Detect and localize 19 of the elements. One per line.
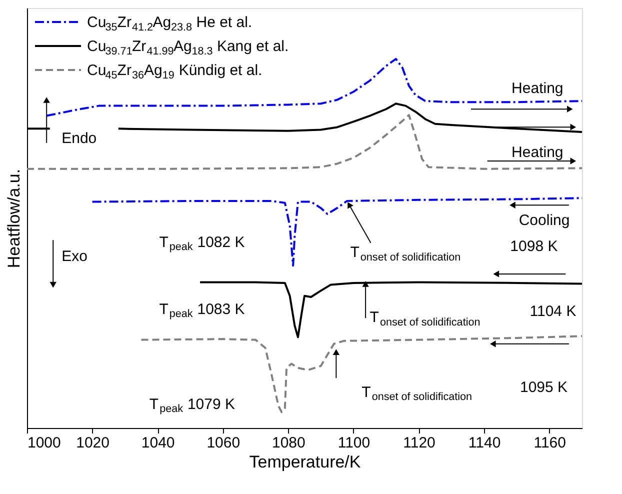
x-tick-label: 1100 [338, 434, 370, 452]
y-axis-title: Heatflow/a.u. [4, 168, 24, 268]
annotation: Endo [62, 130, 97, 148]
x-tick-label: 1020 [76, 434, 110, 452]
annotation: Heating [512, 144, 564, 161]
x-tick-label: 1120 [403, 434, 436, 452]
annotation: Cooling [518, 212, 570, 229]
x-tick-label: 1040 [141, 434, 175, 452]
x-axis-title: Temperature/K [249, 452, 362, 472]
annotation: Heating [512, 80, 564, 97]
annotation: 1095 K [520, 378, 568, 396]
annotation: 1104 K [530, 303, 576, 320]
x-tick-label: 1080 [272, 434, 306, 452]
x-tick-label: 1160 [534, 434, 566, 452]
x-tick-label: 1000 [28, 434, 61, 452]
annotation: 1098 K [510, 238, 558, 256]
x-tick-label: 1060 [206, 434, 240, 452]
x-tick-label: 1140 [468, 434, 501, 452]
annotation: Exo [62, 248, 88, 265]
